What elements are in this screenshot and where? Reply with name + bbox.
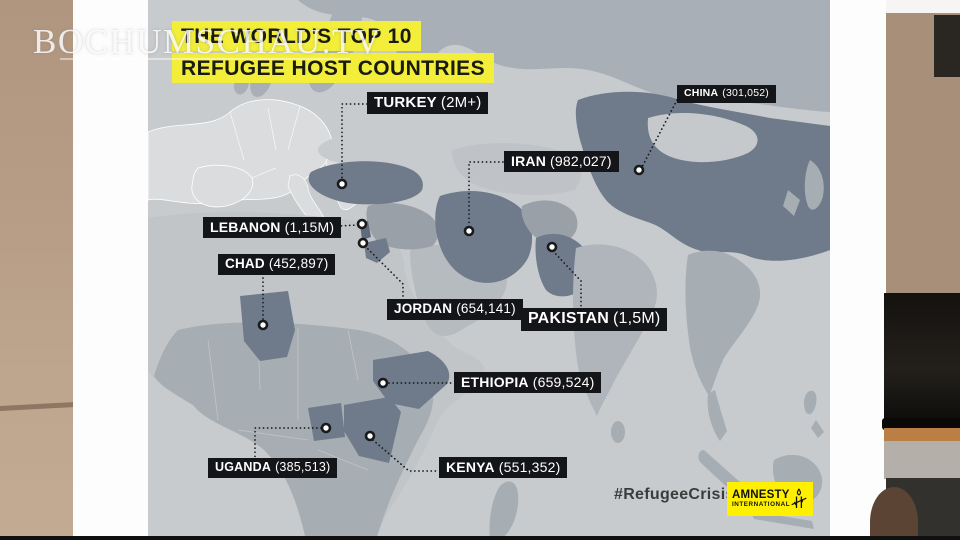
country-name: IRAN [511,153,547,169]
marker-iran [463,225,475,237]
country-name: JORDAN [394,301,453,316]
region-syria-iraq [366,203,439,250]
country-kenya [344,397,401,463]
letterbox-bar-bottom [0,536,960,540]
label-uganda: UGANDA (385,513) [208,458,338,478]
connector-kenya [372,439,439,472]
country-mongolia [647,112,758,163]
picture-frame [934,15,960,77]
country-uganda [308,403,345,441]
label-ethiopia: ETHIOPIA (659,524) [454,372,602,393]
country-value: (452,897) [268,256,329,271]
country-value: (2M+) [440,94,482,111]
broadcaster-watermark: BOCHUMSCHAU.TV [33,22,382,61]
amnesty-line-2: INTERNATIONAL [732,500,791,508]
caspian-sea [428,148,454,204]
region-malay-peninsula [707,390,727,441]
country-name: KENYA [446,459,495,475]
region-sub-saharan-africa [154,322,434,540]
map-markers [257,164,645,442]
label-pakistan: PAKISTAN (1,5M) [521,308,668,331]
marker-uganda [320,422,332,434]
connector-uganda [254,427,322,458]
country-value: (654,141) [456,301,516,316]
marker-lebanon [356,218,368,230]
label-chad: CHAD (452,897) [218,254,336,275]
laptop-screen [884,293,960,421]
connector-pakistan [552,250,582,308]
desk-edge [884,428,960,441]
country-name: PAKISTAN [528,310,610,327]
watermark-underline [60,58,350,60]
black-sea [318,135,406,165]
region-se-asia [685,250,761,396]
title-line-1: THE WORLD'S TOP 10 [172,21,421,51]
candle-barbed-wire-icon [791,488,807,508]
label-jordan: JORDAN (654,141) [387,299,523,320]
country-russia [298,0,830,112]
country-name: ETHIOPIA [461,374,529,390]
white-strip-left [73,0,148,540]
marker-jordan [357,237,369,249]
country-madagascar [489,481,519,540]
region-iberia [191,164,254,208]
country-value: (385,513) [275,460,331,474]
label-iran: IRAN (982,027) [504,151,619,172]
person-head [870,487,918,540]
marker-kenya [364,430,376,442]
white-strip-right [830,0,886,540]
label-turkey: TURKEY (2M+) [367,92,489,114]
laptop-base [882,418,960,430]
country-name: CHINA [684,87,719,99]
island-philippines [804,390,824,438]
country-jordan [364,238,390,263]
connector-china [641,99,678,168]
country-value: (659,524) [532,374,595,390]
country-japan [804,160,824,210]
country-sri-lanka [611,421,625,443]
country-ethiopia [373,351,450,409]
country-value: (301,052) [722,87,769,99]
country-name: TURKEY [374,94,437,111]
country-name: CHAD [225,256,265,271]
connector-jordan [364,245,404,299]
studio-wall-right [870,0,960,540]
marker-pakistan [546,241,558,253]
country-value: (551,352) [498,459,561,475]
europe-borders [229,105,301,179]
country-china [575,91,830,261]
marker-turkey [336,178,348,190]
title-line-2: REFUGEE HOST COUNTRIES [172,53,494,83]
marker-ethiopia [377,377,389,389]
country-name: LEBANON [210,219,281,235]
country-afghanistan [521,200,578,243]
country-name: UGANDA [215,460,272,474]
country-turkey [308,161,423,205]
hashtag-refugeecrisis: #RefugeeCrisis [614,486,735,503]
infographic-title: THE WORLD'S TOP 10 REFUGEE HOST COUNTRIE… [172,21,494,85]
amnesty-logo-text: AMNESTY INTERNATIONAL [732,490,790,508]
refugee-infographic: THE WORLD'S TOP 10 REFUGEE HOST COUNTRIE… [148,0,830,540]
marker-chad [257,319,269,331]
africa-borders [207,328,369,471]
country-value: (982,027) [550,153,612,169]
label-connectors [254,99,678,472]
marker-china [633,164,645,176]
country-iran [435,191,533,283]
country-value: (1,5M) [613,310,661,327]
studio-wall-left [0,0,81,540]
label-kenya: KENYA (551,352) [439,457,568,478]
label-lebanon: LEBANON (1,15M) [203,217,342,238]
label-china: CHINA (301,052) [677,85,776,103]
country-korea [783,190,800,216]
desk-front [884,441,960,479]
country-value: (1,15M) [284,219,335,235]
wall-top-highlight [886,0,960,13]
table-edge [0,401,81,412]
connector-turkey [341,103,368,179]
amnesty-line-1: AMNESTY [732,489,790,502]
amnesty-logo: AMNESTY INTERNATIONAL [727,482,813,516]
